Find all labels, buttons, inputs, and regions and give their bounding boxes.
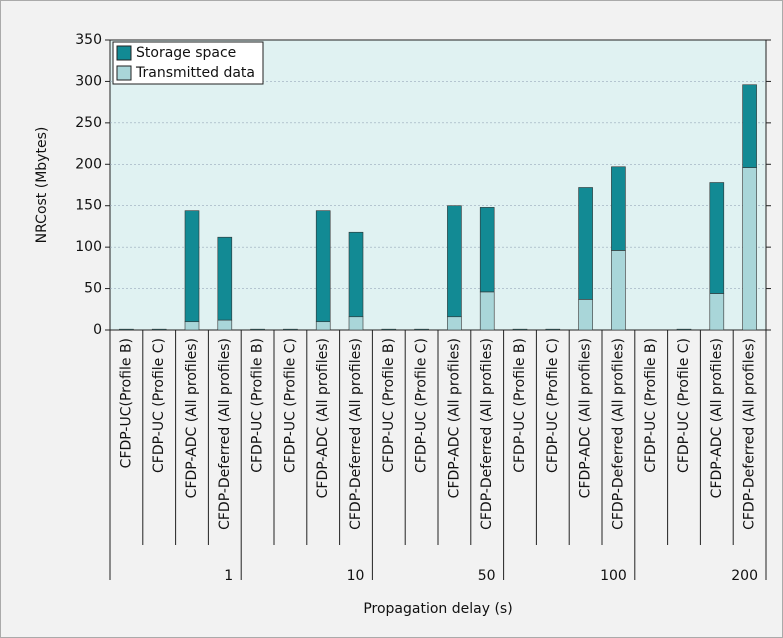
x-tick-label: CFDP-UC (Profile B)	[512, 338, 528, 473]
bar-segment	[119, 328, 134, 331]
x-tick-label: CFDP-ADC (All profiles)	[446, 338, 462, 498]
group-label: 50	[478, 568, 496, 584]
y-tick-label: 150	[75, 198, 102, 214]
x-axis-label: Propagation delay (s)	[363, 601, 512, 617]
x-tick-label: CFDP-Deferred (All profiles)	[610, 338, 626, 530]
x-tick-label: CFDP-Deferred (All profiles)	[742, 338, 758, 530]
bar-segment	[151, 328, 167, 331]
y-tick-label: 250	[75, 115, 102, 131]
group-label: 10	[347, 568, 365, 584]
y-tick-label: 50	[84, 281, 102, 297]
legend-label: Storage space	[136, 45, 236, 61]
bar-segment	[217, 319, 233, 331]
bar-segment	[414, 328, 429, 331]
x-tick-label: CFDP-ADC (All profiles)	[709, 338, 725, 498]
bar-segment	[184, 210, 200, 323]
x-tick-label: CFDP-UC (Profile C)	[414, 338, 430, 473]
y-tick-label: 300	[75, 73, 102, 89]
y-tick-label: 100	[75, 239, 102, 255]
bar-segment	[184, 321, 200, 331]
x-tick-label: CFDP-UC (Profile C)	[545, 338, 561, 473]
y-axis-label: NRCost (Mbytes)	[34, 127, 50, 244]
bar-segment	[578, 299, 593, 331]
bar-segment	[742, 167, 757, 331]
bar-segment	[479, 207, 495, 293]
bar-segment	[315, 321, 331, 331]
bar-segment	[578, 187, 593, 300]
x-tick-label: CFDP-UC (Profile B)	[250, 338, 266, 473]
x-tick-label: CFDP-UC (Profile C)	[676, 338, 692, 473]
bar-segment	[348, 316, 364, 331]
bar-segment	[447, 205, 462, 318]
y-tick-label: 0	[93, 322, 102, 338]
legend-swatch	[116, 65, 132, 81]
x-tick-label: CFDP-UC (Profile C)	[282, 338, 298, 473]
bar-segment	[545, 328, 561, 331]
bar-segment	[512, 328, 528, 331]
bar-segment	[709, 293, 725, 331]
x-tick-label: CFDP-ADC (All profiles)	[315, 338, 331, 498]
x-tick-label: CFDP-UC(Profile B)	[118, 338, 134, 468]
bar-segment	[611, 166, 626, 251]
x-tick-label: CFDP-UC (Profile B)	[381, 338, 397, 473]
bar-segment	[676, 328, 692, 331]
y-tick-label: 200	[75, 156, 102, 172]
y-tick-label: 350	[75, 32, 102, 48]
bar-segment	[479, 291, 495, 331]
x-tick-label: CFDP-Deferred (All profiles)	[348, 338, 364, 530]
bar-segment	[348, 231, 364, 318]
bar-segment	[217, 236, 233, 321]
bar-segment	[611, 250, 626, 331]
x-tick-label: CFDP-UC (Profile B)	[643, 338, 659, 473]
bar-segment	[381, 328, 397, 331]
group-label: 100	[600, 568, 627, 584]
x-tick-label: CFDP-UC (Profile C)	[151, 338, 167, 473]
group-label: 200	[731, 568, 758, 584]
legend-box	[112, 41, 264, 85]
x-tick-label: CFDP-Deferred (All profiles)	[479, 338, 495, 530]
bar-segment	[742, 84, 757, 168]
bar-segment	[315, 210, 331, 323]
x-tick-label: CFDP-Deferred (All profiles)	[217, 338, 233, 530]
x-tick-label: CFDP-ADC (All profiles)	[184, 338, 200, 498]
bar-segment	[447, 316, 462, 331]
bar-segment	[283, 328, 298, 331]
legend-swatch	[116, 45, 132, 61]
x-tick-label: CFDP-ADC (All profiles)	[578, 338, 594, 498]
bar-segment	[709, 182, 725, 294]
bar-segment	[250, 328, 265, 331]
group-label: 1	[224, 568, 233, 584]
legend-label: Transmitted data	[135, 65, 255, 81]
